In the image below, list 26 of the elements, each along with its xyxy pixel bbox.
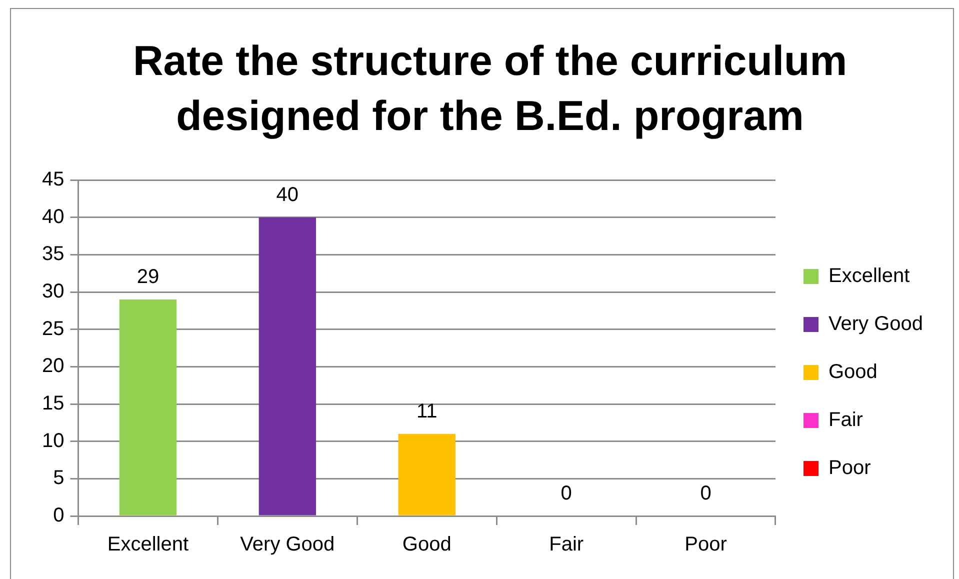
x-tick-label: Excellent <box>107 534 189 556</box>
legend-label: Poor <box>828 457 872 480</box>
legend-label: Good <box>828 361 878 384</box>
y-tick-label: 0 <box>53 504 64 527</box>
y-tick-label: 25 <box>42 318 64 340</box>
y-tick-label: 20 <box>42 355 64 378</box>
x-tick-label: Fair <box>549 534 584 556</box>
data-label: 0 <box>700 482 712 505</box>
legend-label: Very Good <box>828 313 924 336</box>
y-tick-label: 10 <box>42 430 64 452</box>
y-tick-label: 35 <box>42 243 64 266</box>
data-label: 11 <box>416 400 438 422</box>
data-label: 0 <box>560 482 572 505</box>
legend-label: Fair <box>828 409 864 432</box>
y-tick-label: 40 <box>42 206 64 228</box>
y-tick-label: 30 <box>42 280 64 303</box>
data-label: 29 <box>136 266 160 288</box>
y-tick-label: 15 <box>42 392 64 415</box>
legend-label: Excellent <box>828 265 910 288</box>
x-tick-label: Poor <box>684 534 728 556</box>
chart-title: Rate the structure of the curriculum designed for the B.Ed. program <box>132 36 848 141</box>
y-tick-label: 45 <box>42 168 64 191</box>
x-tick-label: Very Good <box>240 534 335 556</box>
data-label: 40 <box>276 184 299 206</box>
y-tick-label: 5 <box>53 467 64 490</box>
x-tick-label: Good <box>402 534 452 556</box>
